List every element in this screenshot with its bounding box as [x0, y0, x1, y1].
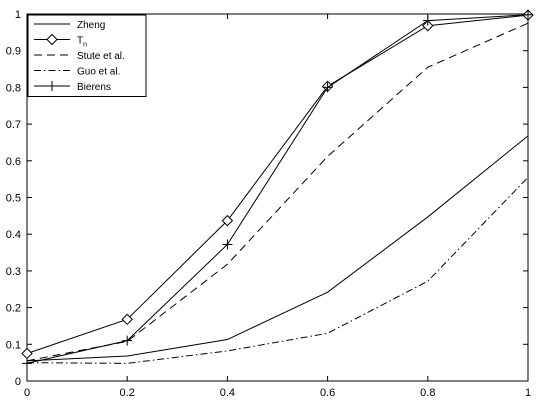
- y-tick-label: 0.1: [6, 339, 21, 351]
- legend-entry: Stute et al.: [34, 51, 125, 62]
- x-tick-label: 0.4: [220, 387, 235, 399]
- diamond-marker: [46, 33, 58, 46]
- plus-marker: [22, 358, 32, 369]
- legend-entry: Tn: [34, 33, 87, 49]
- plus-marker: [523, 9, 533, 20]
- series-lines: [21, 9, 534, 369]
- x-tick-label: 0: [24, 387, 30, 399]
- series-0: [26, 135, 529, 362]
- diamond-marker: [121, 313, 133, 326]
- legend: Zheng Tn Stute et al. Guo et al. Bierens: [27, 14, 147, 97]
- y-tick-label: 0.9: [6, 46, 21, 58]
- y-tick-label: 1: [15, 9, 21, 21]
- x-tick-label: 1: [525, 387, 531, 399]
- legend-entry: Guo et al.: [34, 67, 120, 78]
- y-tick-label: 0.8: [6, 82, 21, 94]
- plus-marker: [322, 82, 333, 93]
- y-tick-label: 0.4: [6, 229, 21, 241]
- legend-box: [27, 14, 147, 97]
- series-line: [26, 176, 529, 364]
- y-tick-label: 0.6: [6, 156, 21, 168]
- plus-marker: [422, 15, 433, 26]
- y-tick-label: 0.7: [6, 119, 21, 131]
- series-line: [26, 14, 529, 354]
- series-line: [26, 135, 529, 362]
- diamond-marker: [422, 20, 434, 32]
- plus-marker: [47, 81, 57, 91]
- plus-marker: [122, 335, 133, 346]
- legend-label: Bierens: [77, 82, 111, 93]
- legend-entry: Zheng: [34, 20, 105, 31]
- legend-label: Stute et al.: [77, 51, 125, 62]
- x-tick-label: 0.8: [420, 387, 435, 399]
- series-line: [26, 14, 529, 364]
- legend-label: Guo et al.: [77, 67, 120, 78]
- plus-marker: [222, 239, 233, 250]
- series-3: [26, 176, 529, 364]
- series-4: [22, 9, 533, 369]
- x-tick-label: 0.2: [120, 387, 135, 399]
- y-tick-label: 0: [15, 376, 21, 388]
- legend-entry: Bierens: [34, 81, 111, 93]
- diamond-marker: [221, 214, 234, 227]
- y-tick-label: 0.5: [6, 193, 21, 205]
- legend-label: Zheng: [77, 20, 105, 31]
- x-tick-label: 0.6: [320, 387, 335, 399]
- y-tick-label: 0.2: [6, 303, 21, 315]
- y-tick-label: 0.3: [6, 266, 21, 278]
- legend-label: Tn: [77, 36, 87, 49]
